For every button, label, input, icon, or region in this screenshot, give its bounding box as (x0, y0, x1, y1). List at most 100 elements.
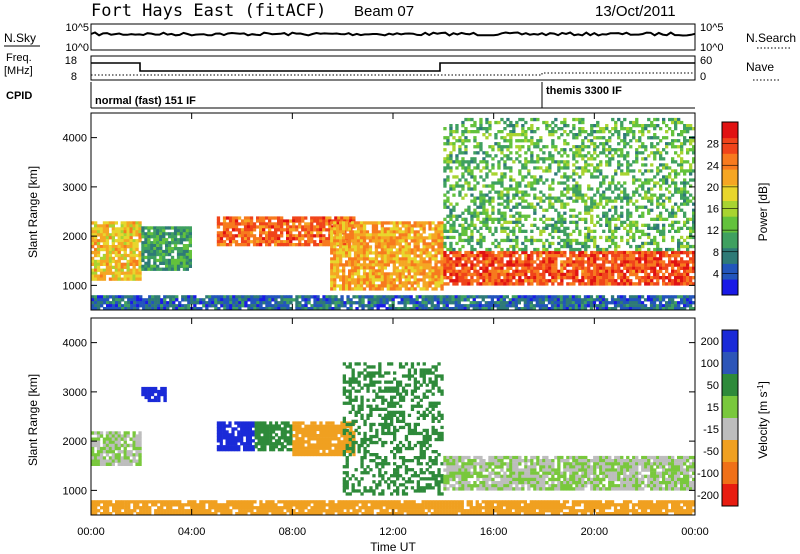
power-panel-cell-6 (505, 307, 509, 311)
power-panel-cell-5 (668, 247, 672, 252)
power-panel-cell-4 (596, 279, 600, 283)
power-panel-cell-2 (313, 216, 317, 220)
power-panel-cell-1 (153, 244, 157, 248)
power-panel-cell-6 (385, 307, 389, 311)
power-panel-cell-5 (599, 160, 603, 164)
power-panel-cell-3 (389, 239, 393, 243)
power-panel-cell-5 (530, 160, 534, 164)
power-panel-cell-4 (488, 263, 492, 267)
power-panel-cell-5 (539, 166, 543, 170)
power-panel-cell-3 (401, 266, 405, 270)
power-panel-cell-1 (159, 258, 163, 263)
power-panel-cell-4 (599, 279, 603, 283)
power-panel-cell-6 (331, 295, 335, 299)
power-panel-cell-2 (301, 243, 305, 247)
power-panel-cell-4 (668, 260, 672, 264)
power-panel-cell-1 (156, 241, 160, 245)
power-panel-cell-4 (662, 279, 666, 283)
power-panel-cell-5 (575, 145, 579, 149)
power-panel-cell-6 (337, 301, 341, 305)
power-panel-cell-6 (661, 304, 666, 308)
power-panel-cell-0 (120, 268, 124, 272)
power-panel-cell-2 (243, 225, 248, 229)
power-panel-cell-4 (653, 282, 657, 286)
power-panel-cell-4 (671, 269, 675, 274)
power-panel-cell-6 (671, 304, 675, 308)
power-panel-cell-6 (322, 298, 326, 302)
power-panel-cell-4 (683, 266, 687, 270)
power-panel-cell-5 (446, 190, 450, 194)
power-panel-cell-6 (205, 301, 209, 305)
power-panel-cell-4 (641, 279, 645, 283)
power-panel-cell-4 (491, 266, 495, 270)
power-panel-cell-6 (466, 307, 470, 311)
power-panel-cell-3 (425, 287, 429, 291)
power-panel-cell-1 (156, 244, 160, 248)
power-panel-cell-6 (478, 307, 482, 311)
power-panel-cell-3 (386, 227, 390, 231)
power-panel-cell-5 (614, 169, 618, 173)
power-panel-cell-3 (386, 257, 390, 261)
power-panel-cell-4 (581, 282, 585, 286)
power-panel-cell-1 (170, 258, 175, 263)
power-panel-cell-4 (512, 250, 516, 255)
power-panel-cell-6 (448, 301, 452, 305)
power-panel-cell-5 (581, 127, 585, 131)
power-panel-cell-5 (527, 202, 531, 206)
power-panel-cell-5 (503, 229, 507, 233)
power-panel-cell-5 (578, 151, 582, 155)
power-panel-cell-5 (479, 244, 483, 249)
power-panel-cell-2 (243, 228, 248, 232)
power-panel-cell-0 (108, 268, 113, 272)
power-panel-cell-0 (138, 236, 142, 240)
power-panel-cell-3 (413, 221, 417, 225)
power-panel-cell-5 (488, 124, 492, 128)
power-panel-cell-5 (569, 130, 573, 134)
power-panel-cell-5 (542, 160, 546, 164)
power-panel-cell-5 (602, 142, 606, 146)
power-panel-cell-2 (304, 234, 308, 238)
power-panel-cell-4 (446, 282, 450, 286)
power-panel-cell-6 (556, 301, 561, 305)
power-panel-cell-4 (494, 272, 498, 277)
power-panel-cell-0 (126, 265, 130, 269)
power-panel-cell-4 (494, 266, 498, 270)
power-panel-cell-5 (443, 166, 447, 170)
power-panel-cell-4 (509, 272, 513, 277)
power-panel-cell-2 (216, 240, 221, 244)
power-panel-cell-5 (449, 166, 453, 170)
power-panel-cell-5 (488, 214, 492, 218)
power-panel-cell-5 (473, 178, 477, 182)
power-panel-cell-2 (307, 222, 311, 226)
power-panel-cell-5 (548, 169, 552, 173)
power-panel-cell-3 (386, 239, 390, 243)
power-panel-cell-5 (458, 184, 462, 188)
power-panel-cell-1 (150, 232, 154, 236)
power-panel-cell-5 (542, 193, 546, 197)
power-panel-cell-4 (569, 257, 573, 261)
power-panel-cell-3 (440, 269, 444, 273)
power-panel-cell-5 (572, 229, 576, 233)
power-panel-cell-3 (353, 272, 358, 276)
power-panel-cell-3 (353, 263, 358, 267)
power-panel-cell-5 (617, 163, 621, 167)
power-panel-cell-6 (394, 307, 398, 311)
power-panel-cell-1 (147, 232, 151, 236)
power-panel-cell-6 (517, 307, 521, 311)
power-panel-cell-5 (491, 205, 495, 209)
power-panel-cell-6 (121, 298, 125, 302)
power-panel-cell-5 (635, 178, 639, 182)
power-panel-cell-4 (518, 272, 522, 277)
power-panel-cell-5 (467, 160, 471, 164)
power-panel-cell-6 (319, 298, 323, 302)
power-panel-cell-5 (536, 117, 540, 122)
power-panel-cell-4 (551, 250, 555, 255)
power-panel-cell-5 (617, 214, 621, 218)
power-panel-cell-1 (176, 252, 181, 257)
power-panel-cell-5 (671, 160, 675, 164)
power-panel-cell-5 (653, 127, 657, 131)
power-panel-cell-5 (623, 193, 627, 197)
power-panel-cell-6 (463, 307, 467, 311)
power-panel-cell-6 (655, 298, 660, 302)
power-panel-cell-4 (455, 276, 459, 280)
